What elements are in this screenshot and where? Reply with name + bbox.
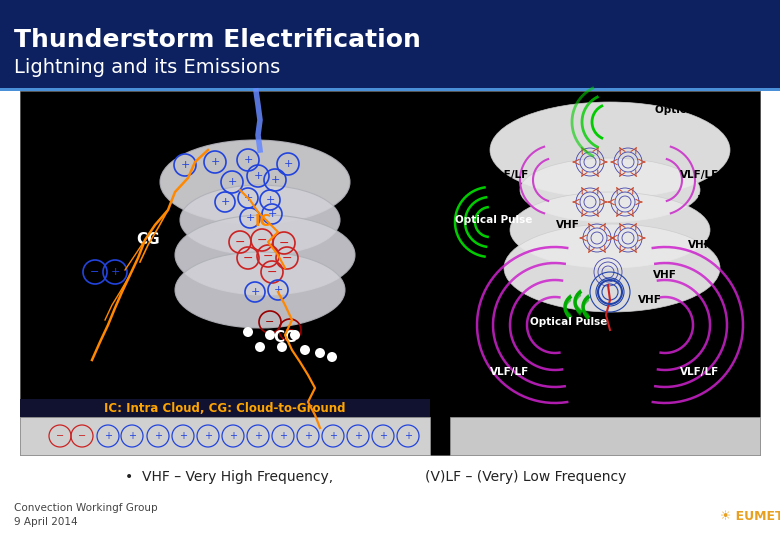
Text: Convection Workingf Group: Convection Workingf Group <box>14 503 158 513</box>
Text: Optical Pulse: Optical Pulse <box>530 317 608 327</box>
Text: −: − <box>257 233 268 246</box>
Text: VLF/LF: VLF/LF <box>680 367 720 377</box>
Text: CG: CG <box>136 233 160 247</box>
Text: −: − <box>285 325 295 335</box>
Text: +: + <box>304 431 312 441</box>
Text: +: + <box>271 175 280 185</box>
Text: +: + <box>128 431 136 441</box>
Text: +: + <box>154 431 162 441</box>
Text: +: + <box>329 431 337 441</box>
Text: +: + <box>104 431 112 441</box>
Circle shape <box>290 330 300 340</box>
Text: •  VHF – Very High Frequency,: • VHF – Very High Frequency, <box>125 470 333 484</box>
Text: (V)LF – (Very) Low Frequency: (V)LF – (Very) Low Frequency <box>425 470 626 484</box>
Text: +: + <box>379 431 387 441</box>
Text: +: + <box>254 171 263 181</box>
Circle shape <box>243 327 253 337</box>
Ellipse shape <box>175 215 355 295</box>
Circle shape <box>327 352 337 362</box>
Text: +: + <box>180 160 190 170</box>
Text: +: + <box>250 287 260 297</box>
Text: VHF: VHF <box>688 240 712 250</box>
Ellipse shape <box>504 224 720 312</box>
Text: 9 April 2014: 9 April 2014 <box>14 517 78 527</box>
Ellipse shape <box>520 158 700 222</box>
Text: CG: CG <box>273 329 297 345</box>
Text: +: + <box>404 431 412 441</box>
Text: VLF/LF: VLF/LF <box>491 170 530 180</box>
Ellipse shape <box>175 252 345 328</box>
Text: +: + <box>211 157 220 167</box>
Text: VHF: VHF <box>698 195 722 205</box>
Bar <box>20 399 430 417</box>
Circle shape <box>265 330 275 340</box>
Bar <box>20 91 760 455</box>
Text: +: + <box>220 197 229 207</box>
Text: +: + <box>227 177 236 187</box>
Text: Optical Pulse: Optical Pulse <box>455 215 533 225</box>
Text: +: + <box>229 431 237 441</box>
Bar <box>0 0 780 88</box>
Text: +: + <box>243 155 253 165</box>
Text: −: − <box>243 252 254 265</box>
Circle shape <box>255 342 265 352</box>
Text: IC: IC <box>254 214 271 230</box>
Text: +: + <box>179 431 187 441</box>
Text: −: − <box>263 249 273 262</box>
Text: +: + <box>110 267 119 277</box>
Text: +: + <box>354 431 362 441</box>
Text: −: − <box>56 431 64 441</box>
Bar <box>0 88 780 91</box>
Text: +: + <box>254 431 262 441</box>
Text: VHF: VHF <box>653 270 677 280</box>
Circle shape <box>315 348 325 358</box>
Text: VHF: VHF <box>638 295 662 305</box>
Text: −: − <box>278 237 289 249</box>
Text: +: + <box>279 431 287 441</box>
Bar <box>450 417 760 455</box>
Ellipse shape <box>180 185 340 255</box>
Text: Lightning and its Emissions: Lightning and its Emissions <box>14 58 280 77</box>
Text: −: − <box>282 252 292 265</box>
Text: +: + <box>283 159 292 169</box>
Text: −: − <box>235 235 245 248</box>
Bar <box>20 417 430 455</box>
Text: ☀ EUMETSAT: ☀ EUMETSAT <box>720 510 780 523</box>
Text: −: − <box>265 317 275 327</box>
Ellipse shape <box>490 102 730 198</box>
Text: +: + <box>265 195 275 205</box>
Text: Optical Pulse: Optical Pulse <box>655 105 732 115</box>
Circle shape <box>277 342 287 352</box>
Ellipse shape <box>510 192 710 268</box>
Text: Thunderstorm Electrification: Thunderstorm Electrification <box>14 28 421 52</box>
Text: +: + <box>246 213 255 223</box>
Text: +: + <box>273 285 282 295</box>
Text: VLF/LF: VLF/LF <box>680 170 720 180</box>
Circle shape <box>300 345 310 355</box>
Text: −: − <box>78 431 86 441</box>
Text: +: + <box>204 431 212 441</box>
Ellipse shape <box>160 140 350 224</box>
Text: +: + <box>243 193 253 203</box>
Text: VHF: VHF <box>556 220 580 230</box>
Text: −: − <box>267 266 277 279</box>
Text: −: − <box>90 267 100 277</box>
Text: VLF/LF: VLF/LF <box>491 367 530 377</box>
Text: +: + <box>268 209 277 219</box>
Text: IC: Intra Cloud, CG: Cloud-to-Ground: IC: Intra Cloud, CG: Cloud-to-Ground <box>105 402 346 415</box>
